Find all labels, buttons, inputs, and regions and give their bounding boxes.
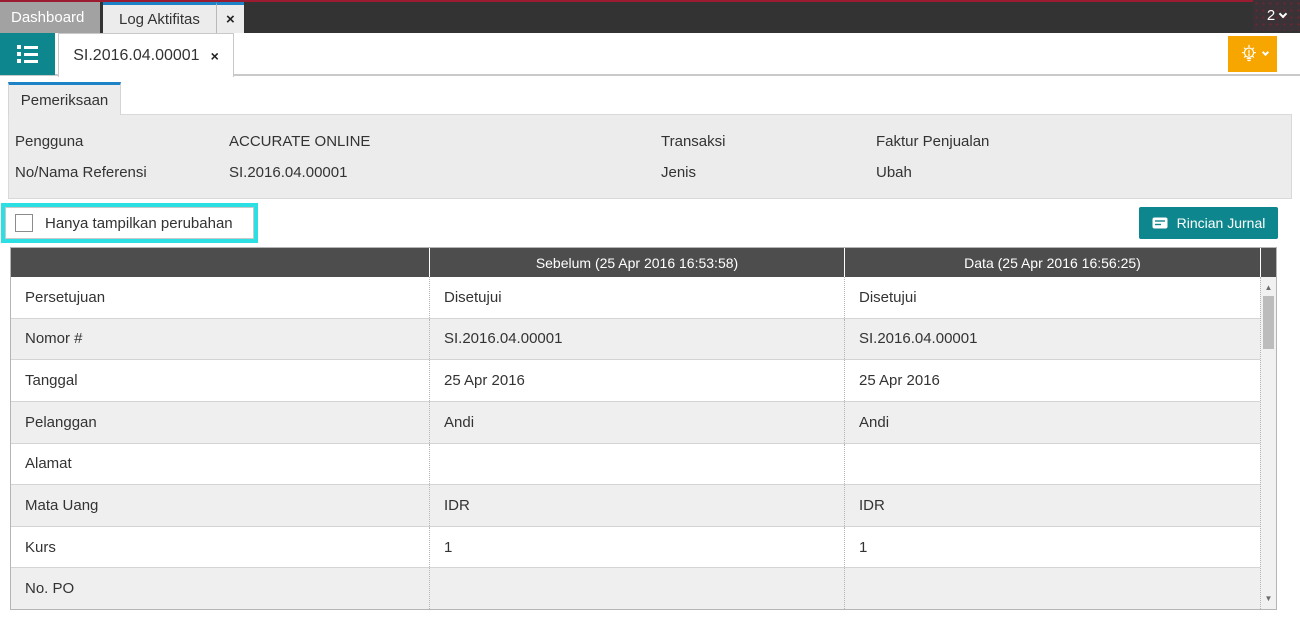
jenis-value: Ubah xyxy=(876,164,912,181)
tab-pemeriksaan[interactable]: Pemeriksaan xyxy=(8,82,121,115)
transaksi-label: Transaksi xyxy=(661,133,726,150)
journal-icon xyxy=(1152,217,1168,229)
table-row: Nomor # SI.2016.04.00001 SI.2016.04.0000… xyxy=(11,318,1260,361)
table-row: Mata Uang IDR IDR xyxy=(11,485,1260,527)
pengguna-value: ACCURATE ONLINE xyxy=(229,133,371,150)
row-label-cell: No. PO xyxy=(25,580,75,598)
header-field-column xyxy=(11,248,429,277)
table-row: Alamat xyxy=(11,443,1260,486)
table-row: Kurs 1 1 xyxy=(11,526,1260,569)
row-before-cell: Disetujui xyxy=(429,277,844,318)
chevron-down-icon xyxy=(1261,48,1269,57)
tab-close-button[interactable]: × xyxy=(215,2,244,33)
document-tab-close-icon[interactable]: × xyxy=(210,47,219,64)
row-before-cell xyxy=(429,443,844,485)
tab-pemeriksaan-label: Pemeriksaan xyxy=(20,91,109,109)
row-label-cell: Alamat xyxy=(25,455,72,473)
audit-table: Sebelum (25 Apr 2016 16:53:58) Data (25 … xyxy=(10,247,1277,610)
table-rows: Persetujuan Disetujui Disetujui Nomor # … xyxy=(11,277,1260,609)
row-after-cell: 25 Apr 2016 xyxy=(844,360,1260,401)
row-label-cell: Nomor # xyxy=(25,330,83,348)
row-before-cell: Andi xyxy=(429,401,844,443)
pengguna-label: Pengguna xyxy=(15,133,84,150)
table-row: No. PO xyxy=(11,568,1260,609)
main-tab-bar: Dashboard Log Aktifitas × xyxy=(0,2,1300,33)
top-accent-line xyxy=(0,0,1300,2)
tab-dashboard[interactable]: Dashboard xyxy=(0,2,100,33)
row-before-cell xyxy=(429,568,844,609)
scrollbar-thumb[interactable] xyxy=(1263,296,1274,349)
row-before-cell: 1 xyxy=(429,526,844,568)
row-after-cell: IDR xyxy=(844,485,1260,526)
transaksi-value: Faktur Penjualan xyxy=(876,133,990,150)
vertical-scrollbar[interactable]: ▲ ▼ xyxy=(1260,277,1276,609)
referensi-label: No/Nama Referensi xyxy=(15,164,147,181)
header-before-column: Sebelum (25 Apr 2016 16:53:58) xyxy=(429,248,844,277)
rincian-jurnal-button[interactable]: Rincian Jurnal xyxy=(1139,207,1278,239)
scroll-up-icon[interactable]: ▲ xyxy=(1264,283,1273,292)
document-tab-label: SI.2016.04.00001 xyxy=(73,46,200,64)
row-before-cell: SI.2016.04.00001 xyxy=(429,318,844,360)
row-after-cell: 1 xyxy=(844,526,1260,568)
table-row: Tanggal 25 Apr 2016 25 Apr 2016 xyxy=(11,360,1260,402)
header-scrollbar-spacer xyxy=(1260,248,1276,277)
row-label-cell: Persetujuan xyxy=(25,288,106,306)
document-tab[interactable]: SI.2016.04.00001 × xyxy=(58,33,234,77)
rincian-jurnal-label: Rincian Jurnal xyxy=(1176,215,1266,231)
referensi-value: SI.2016.04.00001 xyxy=(229,164,348,181)
tab-log-aktifitas-group: Log Aktifitas × xyxy=(103,2,244,33)
notification-count: 2 xyxy=(1266,7,1276,24)
table-row: Pelanggan Andi Andi xyxy=(11,401,1260,444)
show-changes-only-label[interactable]: Hanya tampilkan perubahan xyxy=(45,214,233,232)
header-data-column: Data (25 Apr 2016 16:56:25) xyxy=(844,248,1260,277)
row-after-cell xyxy=(844,568,1260,609)
notification-dropdown[interactable]: 2 xyxy=(1253,0,1300,31)
row-label-cell: Pelanggan xyxy=(25,413,97,431)
row-label-cell: Kurs xyxy=(25,538,56,556)
hint-lightbulb-button[interactable] xyxy=(1228,36,1277,72)
row-before-cell: 25 Apr 2016 xyxy=(429,360,844,401)
checkbox-highlight-box: Hanya tampilkan perubahan xyxy=(1,203,258,243)
jenis-label: Jenis xyxy=(661,164,697,181)
tab-log-aktifitas[interactable]: Log Aktifitas xyxy=(103,2,216,33)
row-after-cell: Disetujui xyxy=(844,277,1260,318)
row-after-cell: SI.2016.04.00001 xyxy=(844,318,1260,360)
close-icon: × xyxy=(226,10,235,28)
table-header-row: Sebelum (25 Apr 2016 16:53:58) Data (25 … xyxy=(11,248,1276,277)
chevron-down-icon xyxy=(1278,9,1288,19)
row-label-cell: Mata Uang xyxy=(25,496,99,514)
show-changes-only-checkbox[interactable] xyxy=(15,214,33,232)
table-body: Persetujuan Disetujui Disetujui Nomor # … xyxy=(11,277,1276,609)
row-after-cell: Andi xyxy=(844,401,1260,443)
list-icon xyxy=(17,42,38,66)
row-label-cell: Tanggal xyxy=(25,372,78,390)
scroll-down-icon[interactable]: ▼ xyxy=(1264,594,1273,603)
row-after-cell xyxy=(844,443,1260,485)
row-before-cell: IDR xyxy=(429,485,844,526)
tab-log-aktifitas-label: Log Aktifitas xyxy=(119,10,200,28)
menu-list-button[interactable] xyxy=(0,33,55,75)
lightbulb-icon xyxy=(1241,44,1256,61)
table-row: Persetujuan Disetujui Disetujui xyxy=(11,277,1260,319)
info-panel: Pengguna ACCURATE ONLINE Transaksi Faktu… xyxy=(8,114,1292,199)
tab-dashboard-label: Dashboard xyxy=(11,9,85,26)
